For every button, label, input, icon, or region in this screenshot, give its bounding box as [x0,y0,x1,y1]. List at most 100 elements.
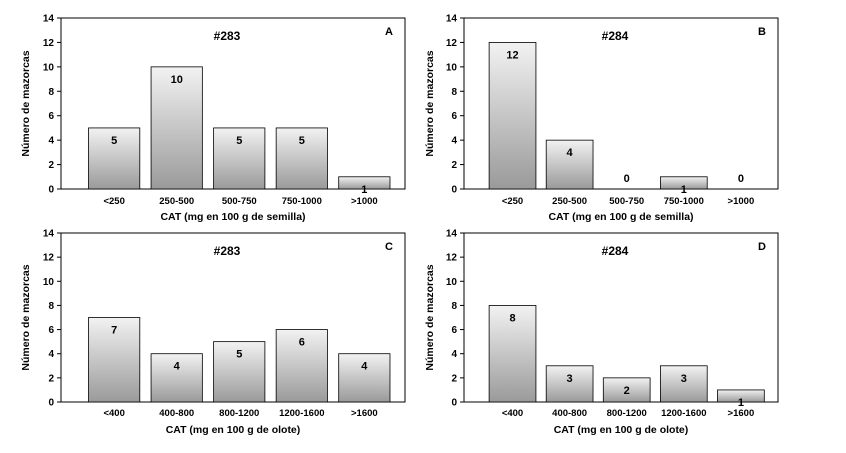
y-axis-label: Número de mazorcas [20,50,32,156]
y-axis-label: Número de mazorcas [20,264,32,370]
y-tick-label: 0 [451,398,457,409]
data-label: 2 [624,385,630,397]
x-tick-label: <250 [502,196,523,207]
x-tick-label: 250-500 [552,196,587,207]
y-tick-label: 4 [48,136,54,147]
y-tick-label: 10 [446,62,458,73]
bar-4 [275,329,328,403]
y-tick-label: 4 [48,349,54,360]
x-axis-label: CAT (mg en 100 g de semilla) [160,211,305,223]
y-tick-label: 8 [451,87,457,98]
data-label: 5 [299,135,305,147]
y-tick-label: 8 [48,87,54,98]
data-label: 1 [361,184,367,196]
y-tick-label: 14 [446,14,458,25]
y-tick-label: 8 [451,301,457,312]
bar-4 [275,127,328,190]
chart-panel-b: 0 2 4 6 8 10 12 14 12 <250 4 250-500 0 500-750 1750-10… [424,14,779,223]
x-axis-label: CAT (mg en 100 g de semilla) [548,211,693,223]
data-label: 0 [624,173,630,185]
y-tick-label: 0 [48,185,54,196]
y-tick-label: 4 [451,136,457,147]
panel-letter: C [385,241,393,253]
bar-2 [545,365,594,403]
x-tick-label: >1000 [351,196,378,207]
panel-title: #284 [602,244,629,258]
plot-frame [463,17,779,190]
y-tick-label: 2 [48,373,54,384]
bar-2 [150,353,203,403]
y-tick-label: 6 [48,325,54,336]
y-tick-label: 2 [451,373,457,384]
data-label: 5 [236,135,242,147]
x-axis-label: CAT (mg en 100 g de olote) [166,424,301,436]
y-axis-label: Número de mazorcas [424,50,436,156]
bar-2 [545,139,594,190]
x-tick-label: 250-500 [159,196,194,207]
x-tick-label: <400 [502,408,523,419]
y-tick-label: 6 [48,111,54,122]
bar-3 [602,377,651,403]
y-tick-label: 8 [48,301,54,312]
x-tick-label: <400 [103,408,124,419]
bar-5 [338,353,391,403]
y-tick-label: 2 [451,160,457,171]
chart-panel-c: 0 2 4 6 8 10 12 14 7 <400 4 400-800 5 800-1200 6 1200-1… [20,229,406,436]
panel-title: #283 [214,244,241,258]
x-tick-label: >1000 [728,196,755,207]
y-tick-label: 2 [48,160,54,171]
y-tick-label: 6 [451,111,457,122]
data-label: 0 [738,173,744,185]
x-tick-label: >1600 [728,408,755,419]
chart-panel-d: 0 2 4 6 8 10 12 14 8 <400 3 400-800 2 800-1200 3 1200-1… [424,229,779,436]
data-label: 5 [236,349,242,361]
data-label: 4 [174,361,181,373]
chart-panel-a: 0 2 4 6 8 10 12 14 5 <250 10 250-500 5 500-750 5 750-10… [20,14,406,223]
panel-title: #283 [214,29,241,43]
data-label: 4 [361,361,368,373]
bar-2 [150,66,203,190]
x-tick-label: 800-1200 [607,408,647,419]
data-label: 7 [111,325,117,337]
x-tick-label: 750-1000 [282,196,322,207]
data-label: 1 [681,184,687,196]
panel-title: #284 [602,29,629,43]
x-tick-label: 800-1200 [219,408,259,419]
panel-letter: A [385,26,393,38]
y-tick-label: 12 [43,38,55,49]
y-tick-label: 14 [446,229,458,240]
panel-letter: D [758,241,766,253]
y-tick-label: 14 [43,14,55,25]
y-tick-label: 0 [451,185,457,196]
y-tick-label: 12 [446,253,458,264]
x-tick-label: 500-750 [609,196,644,207]
data-label: 3 [681,373,687,385]
x-tick-label: 400-800 [552,408,587,419]
data-label: 3 [567,373,573,385]
y-tick-label: 6 [451,325,457,336]
x-tick-label: 500-750 [222,196,257,207]
data-label: 4 [567,147,574,159]
y-tick-label: 0 [48,398,54,409]
y-tick-label: 14 [43,229,55,240]
y-tick-label: 4 [451,349,457,360]
panel-letter: B [758,26,766,38]
x-tick-label: 750-1000 [664,196,704,207]
x-tick-label: <250 [103,196,124,207]
bar-1 [88,317,141,403]
data-label: 6 [299,337,305,349]
y-tick-label: 10 [43,62,55,73]
y-tick-label: 10 [446,277,458,288]
bar-4 [659,365,708,403]
data-label: 12 [506,49,518,61]
x-tick-label: 400-800 [159,408,194,419]
data-label: 10 [171,74,183,86]
data-label: 1 [738,397,744,409]
x-axis-label: CAT (mg en 100 g de olote) [554,424,689,436]
bar-3 [213,127,266,190]
bar-5 [338,176,391,190]
x-tick-label: 1200-1600 [279,408,324,419]
x-tick-label: >1600 [351,408,378,419]
bar-1 [488,42,537,190]
